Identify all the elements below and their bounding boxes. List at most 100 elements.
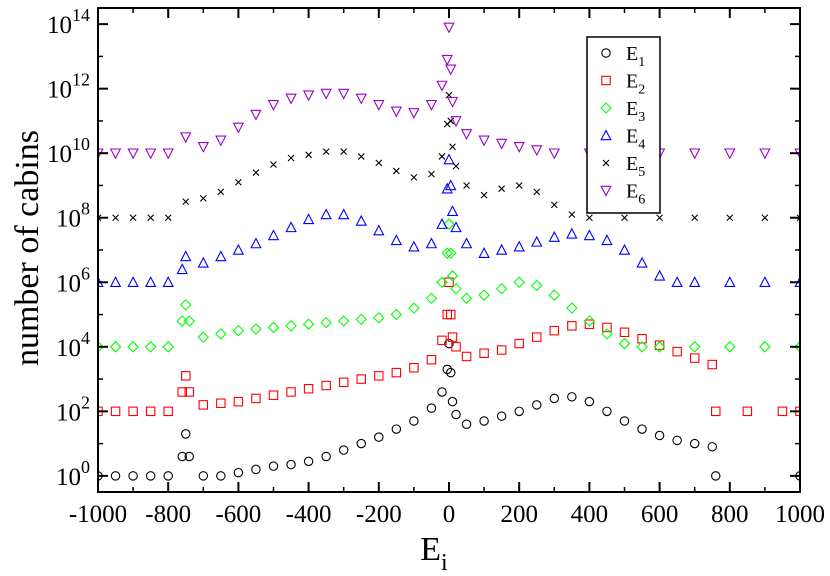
data-point-2-33 [549, 325, 560, 336]
x-axis-label-subscript: i [441, 550, 448, 576]
data-point-5-28 [498, 185, 506, 193]
data-point-4-30 [513, 240, 525, 252]
data-point-1-25 [446, 367, 456, 378]
data-point-4-5 [176, 263, 188, 275]
data-point-1-15 [321, 451, 331, 462]
legend-label-6: E6 [626, 181, 645, 208]
series-2 [98, 277, 800, 417]
data-point-5-8 [235, 178, 242, 186]
data-point-3-37 [618, 337, 631, 350]
y-tick-label-base: 10 [47, 77, 72, 104]
data-point-2-21 [426, 354, 437, 365]
x-tick-label: 600 [641, 501, 679, 528]
y-tick-label-exponent: 8 [81, 199, 90, 219]
data-point-1-22 [437, 387, 447, 397]
y-tick-label-base: 10 [47, 12, 72, 39]
data-point-3-25 [444, 247, 457, 260]
x-tick-label: 1000 [775, 501, 825, 528]
legend-marker-3 [600, 102, 612, 114]
data-point-5-36 [691, 214, 699, 222]
y-tick-label: 104 [56, 328, 90, 362]
data-point-6-6 [197, 141, 210, 153]
data-point-6-37 [759, 148, 771, 160]
data-point-3-20 [408, 302, 420, 314]
data-point-2-36 [602, 322, 612, 333]
y-tick-label-exponent: 14 [72, 5, 90, 25]
data-point-2-39 [654, 340, 665, 350]
data-point-1-30 [496, 411, 507, 421]
data-point-2-9 [216, 398, 226, 409]
data-point-4-34 [583, 229, 596, 241]
data-point-3-40 [688, 341, 701, 353]
data-point-1-34 [567, 392, 577, 402]
data-point-6-4 [162, 148, 174, 160]
y-tick-label-base: 10 [56, 399, 81, 426]
data-point-3-7 [183, 315, 196, 327]
series-4 [98, 153, 800, 288]
data-point-4-21 [436, 217, 448, 229]
legend-label-subscript: 1 [638, 55, 645, 70]
data-point-1-1 [110, 471, 121, 481]
legend-label-main: E [626, 43, 638, 65]
data-point-2-3 [145, 406, 156, 417]
data-point-4-2 [127, 276, 139, 288]
data-point-3-43 [794, 341, 800, 353]
data-point-4-40 [688, 276, 701, 288]
legend-label-main: E [626, 181, 638, 203]
data-point-5-7 [217, 188, 225, 196]
y-tick-label-base: 10 [56, 270, 81, 297]
data-point-4-24 [445, 179, 457, 191]
data-point-1-37 [619, 416, 630, 426]
data-point-4-27 [460, 237, 473, 249]
data-point-5-39 [796, 214, 800, 222]
data-point-6-8 [232, 122, 245, 134]
y-tick-label: 1010 [47, 134, 90, 168]
data-point-1-12 [268, 461, 279, 471]
data-point-1-11 [251, 464, 261, 475]
data-point-6-17 [390, 106, 403, 118]
data-point-6-12 [302, 90, 315, 102]
data-point-5-30 [533, 188, 541, 196]
data-point-2-7 [184, 387, 195, 397]
data-point-4-39 [671, 276, 683, 288]
data-point-6-35 [688, 148, 701, 160]
data-point-3-19 [390, 308, 403, 321]
data-point-3-2 [127, 341, 139, 353]
data-point-1-18 [374, 432, 384, 442]
data-point-5-33 [586, 214, 593, 222]
data-point-6-25 [450, 116, 462, 128]
y-tick-label-exponent: 0 [81, 457, 90, 477]
legend-label-subscript: 3 [638, 110, 645, 125]
data-point-5-1 [112, 214, 119, 222]
data-point-2-11 [251, 393, 261, 404]
data-point-5-2 [129, 214, 137, 222]
data-point-2-17 [356, 374, 366, 384]
data-point-3-11 [250, 323, 262, 335]
data-point-6-23 [445, 64, 457, 76]
data-point-4-19 [408, 240, 420, 252]
data-point-3-14 [302, 318, 315, 330]
data-point-1-27 [451, 409, 461, 420]
x-axis-label: Ei [420, 531, 448, 576]
data-point-2-44 [742, 406, 753, 417]
data-point-1-26 [447, 396, 458, 407]
data-point-4-38 [653, 269, 666, 281]
data-point-5-17 [392, 167, 400, 175]
data-point-4-32 [548, 230, 561, 242]
data-point-4-16 [355, 214, 367, 226]
data-point-3-28 [460, 292, 473, 305]
data-point-3-24 [443, 218, 455, 230]
data-point-2-31 [514, 338, 524, 349]
data-point-2-15 [321, 380, 331, 391]
data-point-4-9 [232, 243, 245, 255]
x-tick-label: -400 [286, 501, 332, 528]
data-point-2-16 [338, 377, 349, 388]
data-point-4-25 [446, 205, 459, 217]
data-point-6-21 [441, 54, 453, 66]
data-point-1-35 [584, 396, 595, 407]
legend-label-3: E3 [626, 98, 645, 125]
data-point-4-12 [285, 221, 297, 233]
data-point-4-23 [443, 153, 455, 165]
